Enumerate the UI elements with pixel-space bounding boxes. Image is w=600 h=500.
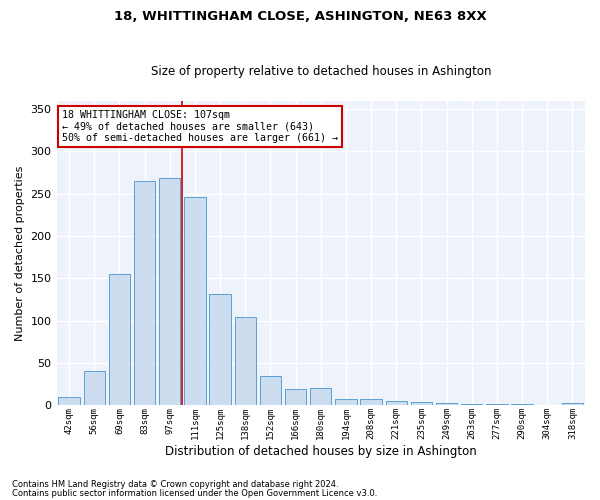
Bar	[436, 403, 457, 406]
X-axis label: Distribution of detached houses by size in Ashington: Distribution of detached houses by size …	[165, 444, 476, 458]
Bar	[58, 397, 80, 406]
Title: Size of property relative to detached houses in Ashington: Size of property relative to detached ho…	[151, 66, 491, 78]
Text: Contains HM Land Registry data © Crown copyright and database right 2024.: Contains HM Land Registry data © Crown c…	[12, 480, 338, 489]
Bar	[562, 403, 583, 406]
Bar	[134, 181, 155, 406]
Bar	[310, 388, 331, 406]
Y-axis label: Number of detached properties: Number of detached properties	[15, 165, 25, 340]
Bar	[361, 400, 382, 406]
Bar	[209, 294, 231, 406]
Bar	[184, 197, 206, 406]
Bar	[109, 274, 130, 406]
Bar	[83, 372, 105, 406]
Bar	[461, 404, 482, 406]
Text: 18 WHITTINGHAM CLOSE: 107sqm
← 49% of detached houses are smaller (643)
50% of s: 18 WHITTINGHAM CLOSE: 107sqm ← 49% of de…	[62, 110, 338, 143]
Bar	[335, 398, 356, 406]
Bar	[486, 404, 508, 406]
Bar	[285, 389, 307, 406]
Bar	[235, 318, 256, 406]
Bar	[411, 402, 432, 406]
Bar	[260, 376, 281, 406]
Bar	[511, 404, 533, 406]
Bar	[386, 401, 407, 406]
Bar	[159, 178, 181, 406]
Text: Contains public sector information licensed under the Open Government Licence v3: Contains public sector information licen…	[12, 488, 377, 498]
Text: 18, WHITTINGHAM CLOSE, ASHINGTON, NE63 8XX: 18, WHITTINGHAM CLOSE, ASHINGTON, NE63 8…	[113, 10, 487, 23]
